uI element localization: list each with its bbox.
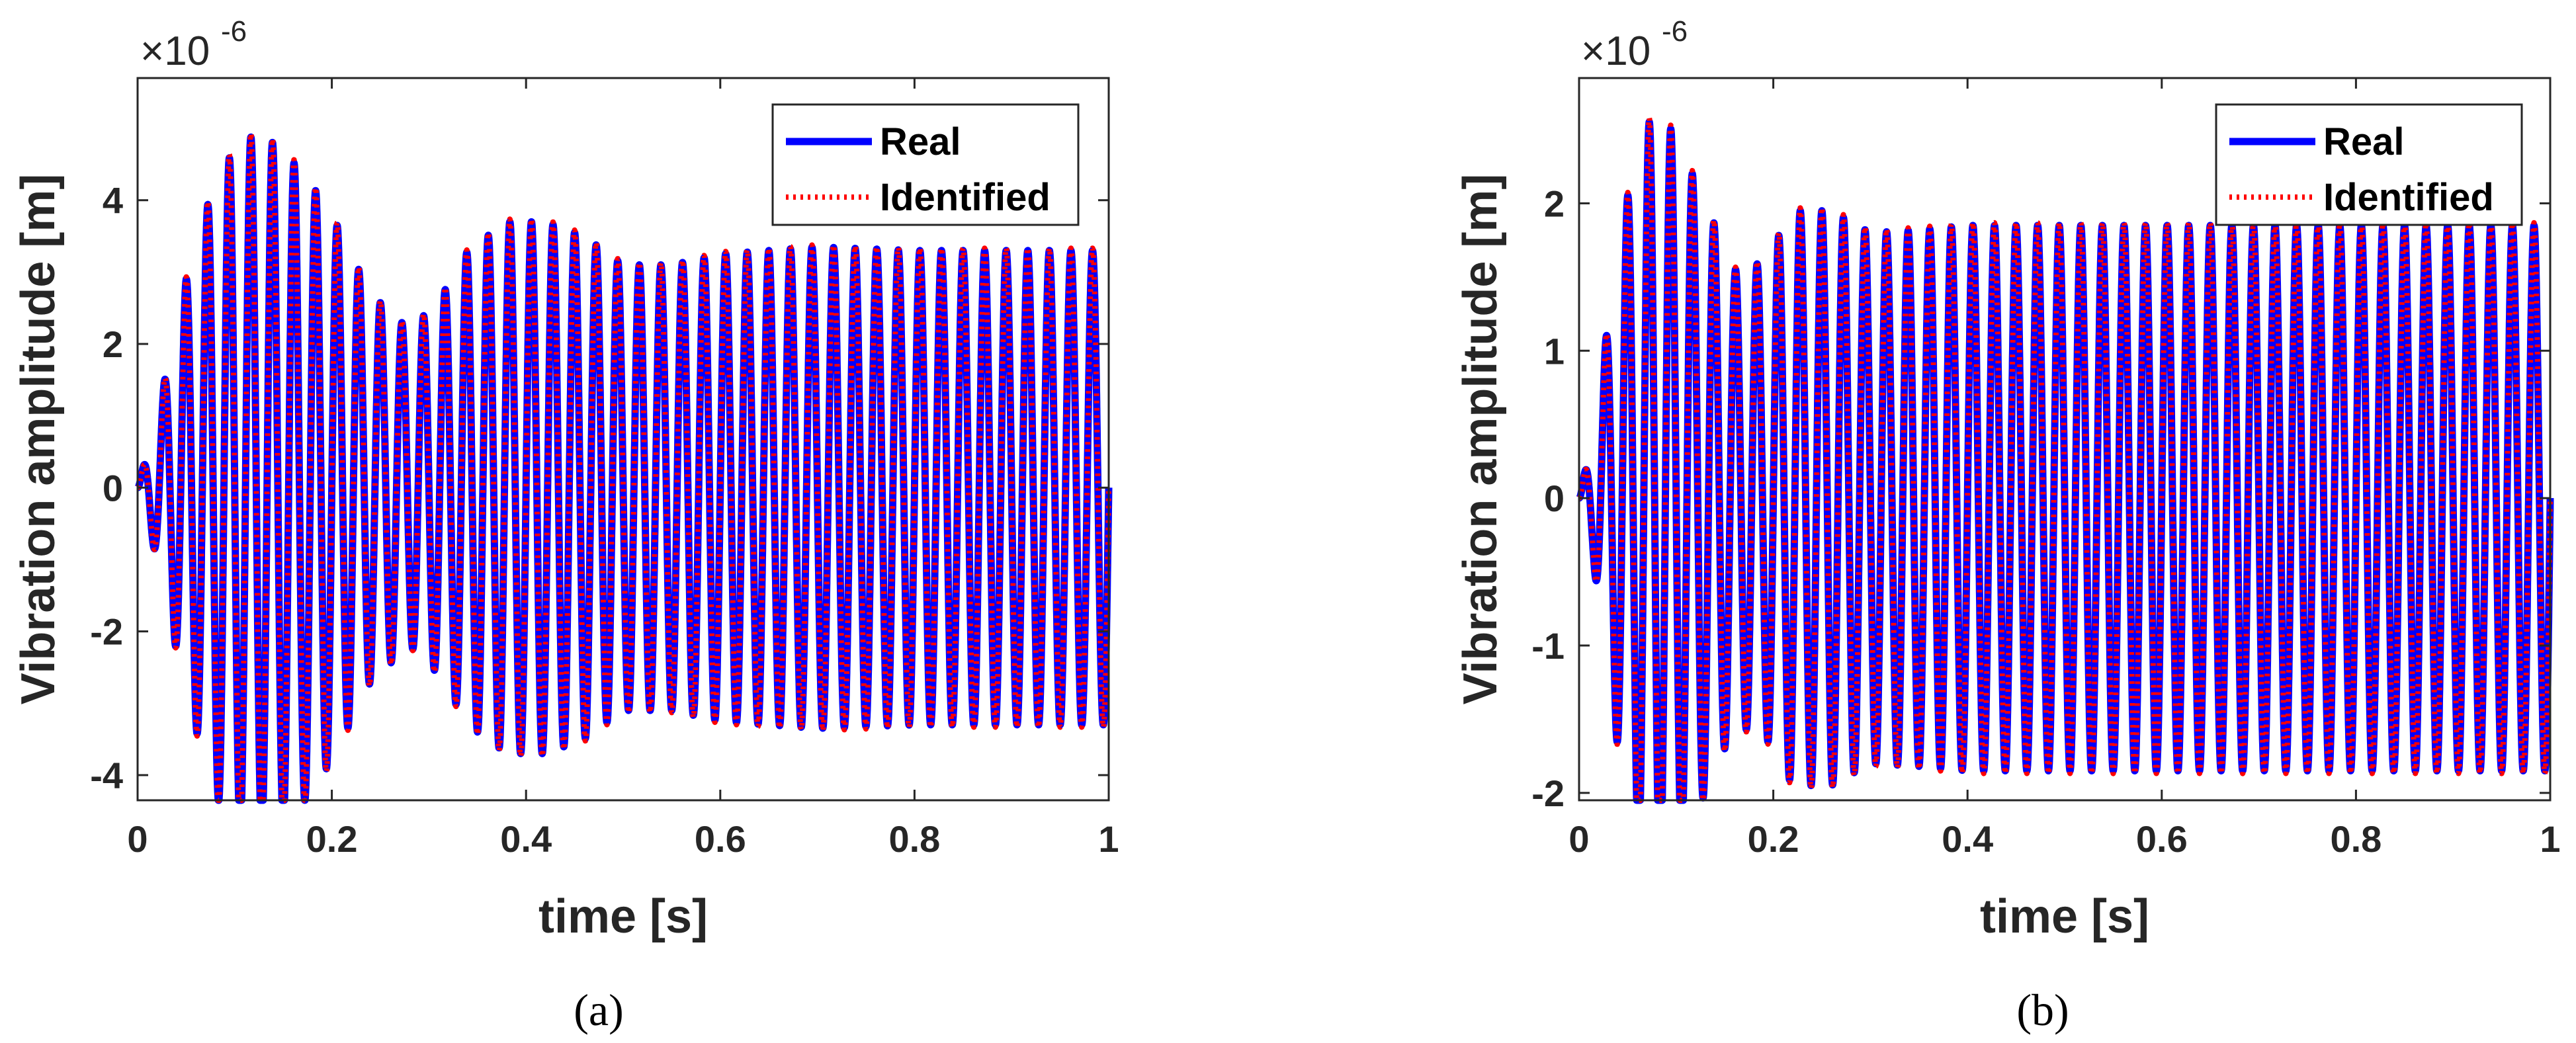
legend-b: Real Identified [2215, 103, 2523, 226]
series-identified-b [1576, 115, 2553, 803]
panel-caption-b: (b) [2016, 985, 2069, 1035]
x-tick-label: 1 [1098, 818, 1119, 860]
y-axis-title-b: Vibration amplitude [m] [1454, 174, 1507, 705]
x-tick-label: 0 [127, 818, 148, 860]
x-ticks-a: 0 0.2 0.4 0.6 0.8 1 [127, 78, 1119, 860]
legend-identified-label-a: Identified [880, 176, 1051, 219]
y-tick-label: -4 [90, 755, 123, 796]
x-tick-label: 0.4 [1942, 818, 1993, 860]
legend-real-label-b: Real [2323, 120, 2405, 163]
x-ticks-b: 0 0.2 0.4 0.6 0.8 1 [1568, 78, 2561, 860]
legend-box-a [771, 103, 1080, 226]
y-tick-label: 2 [1544, 183, 1565, 224]
x-tick-label: 0.4 [500, 818, 552, 860]
x-axis-title-b: time [s] [1980, 890, 2149, 943]
x-tick-label: 1 [2540, 818, 2560, 860]
y-ticks-b: -2 -1 0 1 2 [1531, 183, 2550, 814]
y-tick-label: 4 [103, 180, 123, 222]
x-tick-label: 0.8 [888, 818, 940, 860]
legend-identified-label-b: Identified [2323, 176, 2494, 219]
y-multiplier-a: ×10 [140, 28, 210, 74]
x-tick-label: 0.2 [1748, 818, 1799, 860]
y-tick-label: 0 [1544, 478, 1565, 519]
y-multiplier-exponent-b: -6 [1662, 15, 1688, 48]
panel-a: 0 0.2 0.4 0.6 0.8 1 -4 -2 0 2 4 ×10 -6 time [s] V… [12, 15, 1119, 1035]
panel-b: 0 0.2 0.4 0.6 0.8 1 -2 -1 0 1 2 ×10 -6 time [s] V… [1454, 15, 2561, 1035]
legend-box-b [2215, 103, 2523, 226]
y-multiplier-b: ×10 [1581, 28, 1651, 74]
panel-caption-a: (a) [574, 985, 623, 1035]
x-tick-label: 0.6 [2136, 818, 2188, 860]
series-identified-line-b [1576, 115, 2553, 803]
y-tick-label: 1 [1544, 330, 1565, 372]
y-tick-label: -2 [1531, 772, 1565, 814]
y-tick-label: -2 [90, 611, 123, 653]
y-tick-label: 0 [103, 467, 123, 509]
axes-frame-a [136, 77, 1110, 802]
legend-a: Real Identified [771, 103, 1080, 226]
axes-frame-b [1578, 77, 2552, 802]
x-tick-label: 0.6 [695, 818, 746, 860]
x-tick-label: 0 [1568, 818, 1589, 860]
y-multiplier-exponent-a: -6 [221, 15, 247, 48]
x-tick-label: 0.8 [2330, 818, 2382, 860]
x-axis-title-a: time [s] [538, 890, 708, 943]
x-tick-label: 0.2 [306, 818, 358, 860]
series-identified-line-a [135, 131, 1111, 803]
y-axis-title-a: Vibration amplitude [m] [12, 174, 65, 705]
y-tick-label: -1 [1531, 625, 1565, 667]
y-tick-label: 2 [103, 323, 123, 365]
series-identified-a [135, 131, 1111, 803]
legend-real-label-a: Real [880, 120, 961, 163]
y-ticks-a: -4 -2 0 2 4 [90, 180, 1109, 796]
